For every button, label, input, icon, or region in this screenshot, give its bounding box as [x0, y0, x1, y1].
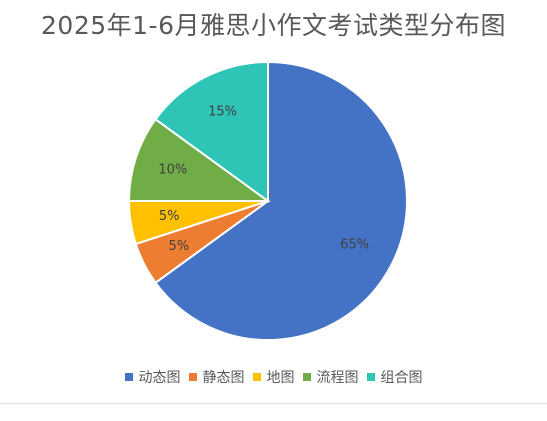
data-label-1: 5%: [169, 239, 190, 254]
data-label-2: 5%: [159, 209, 180, 224]
legend-item-0: 动态图: [124, 367, 181, 387]
legend-label-0: 动态图: [138, 370, 181, 386]
legend-label-3: 流程图: [316, 370, 359, 386]
data-label-0: 65%: [340, 238, 369, 253]
legend-item-1: 静态图: [188, 367, 245, 387]
pie-chart: 65% 5% 5% 10% 15%: [127, 60, 408, 341]
legend-swatch-2: [252, 373, 261, 381]
chart-legend: 动态图 静态图 地图 流程图 组合图: [0, 367, 547, 387]
legend-item-2: 地图: [252, 367, 295, 387]
legend-label-4: 组合图: [380, 370, 423, 386]
legend-swatch-0: [124, 373, 133, 381]
legend-swatch-3: [302, 373, 311, 381]
pie-slice-3: [127, 117, 272, 202]
legend-label-2: 地图: [266, 370, 295, 386]
legend-label-1: 静态图: [202, 370, 245, 386]
pie-slice-4: [154, 60, 269, 203]
data-label-4: 15%: [208, 104, 237, 119]
divider: [0, 403, 547, 404]
legend-swatch-1: [188, 373, 197, 381]
legend-item-3: 流程图: [302, 367, 359, 387]
data-label-3: 10%: [158, 163, 187, 178]
legend-swatch-4: [366, 373, 375, 381]
chart-title: 2025年1-6月雅思小作文考试类型分布图: [41, 11, 506, 40]
pie-slice-0: [154, 60, 408, 341]
legend-item-4: 组合图: [366, 367, 423, 387]
